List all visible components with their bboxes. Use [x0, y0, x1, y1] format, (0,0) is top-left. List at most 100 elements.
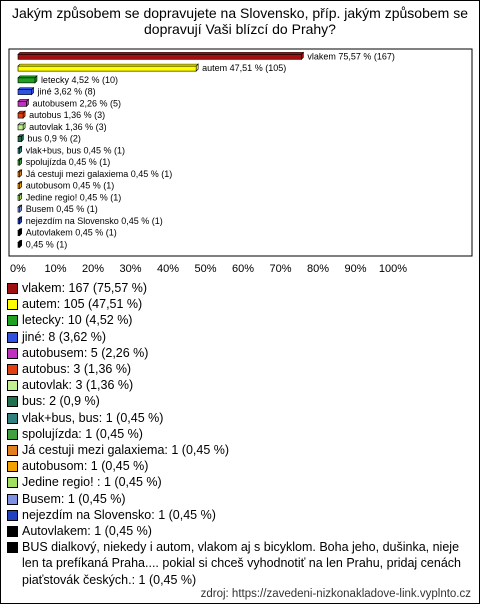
legend-item: letecky: 10 (4,52 %) [7, 312, 473, 328]
legend-label: spolujízda: 1 (0,45 %) [22, 426, 143, 441]
plot-area [8, 48, 473, 257]
bar [17, 204, 23, 213]
legend-item: autem: 105 (47,51 %) [7, 296, 473, 312]
value-label: autobusem 2,26 % (5) [32, 98, 121, 108]
legend-item: bus: 2 (0,9 %) [7, 393, 473, 409]
bar [17, 75, 38, 84]
value-label: autovlak 1,36 % (3) [29, 122, 107, 132]
legend-item: vlak+bus, bus: 1 (0,45 %) [7, 410, 473, 426]
legend-swatch [7, 477, 18, 489]
legend: vlakem: 167 (75,57 %) autem: 105 (47,51 %… [7, 280, 473, 588]
bar [17, 86, 35, 96]
bar [17, 239, 23, 249]
x-tick-label: 80% [307, 263, 329, 275]
x-tick-label: 70% [269, 263, 291, 275]
value-label: 0,45 % (1) [26, 239, 68, 249]
x-tick-label: 0% [10, 263, 26, 275]
legend-swatch [7, 396, 18, 408]
legend-label: autobusom: 1 (0,45 %) [22, 459, 149, 474]
legend-swatch [7, 380, 18, 392]
x-tick-label: 90% [344, 263, 366, 275]
legend-label: vlakem: 167 (75,57 %) [22, 281, 148, 295]
legend-label: Busem: 1 (0,45 %) [22, 491, 126, 506]
bar [17, 98, 30, 108]
bar [17, 169, 23, 178]
legend-label: bus: 2 (0,9 %) [22, 394, 100, 409]
legend-label: letecky: 10 (4,52 %) [22, 313, 133, 328]
value-label: Já cestuji mezi galaxiema 0,45 % (1) [26, 169, 173, 179]
bar [17, 157, 23, 166]
legend-label: BUS dialkový, niekedy i autom, vlakom aj… [22, 540, 461, 587]
bar [17, 110, 26, 119]
bar [17, 122, 26, 131]
legend-swatch [7, 347, 18, 359]
bar [17, 63, 199, 72]
value-label: autem 47,51 % (105) [202, 63, 286, 73]
legend-swatch [7, 493, 18, 505]
legend-swatch [7, 526, 18, 538]
legend-item: Busem: 1 (0,45 %) [7, 491, 473, 507]
legend-label: autovlak: 3 (1,36 %) [22, 378, 134, 393]
legend-item: autovlak: 3 (1,36 %) [7, 377, 473, 393]
legend-item: autobusom: 1 (0,45 %) [7, 458, 473, 474]
legend-label: vlak+bus, bus: 1 (0,45 %) [22, 410, 164, 425]
legend-swatch [7, 428, 18, 440]
legend-item: BUS dialkový, niekedy i autom, vlakom aj… [7, 539, 473, 588]
value-label: Jedine regio! 0,45 % (1) [26, 192, 122, 202]
x-tick-label: 20% [82, 263, 104, 275]
legend-swatch [7, 412, 18, 424]
legend-item: jiné: 8 (3,62 %) [7, 329, 473, 345]
value-label: nejezdím na Slovensko 0,45 % (1) [26, 216, 163, 226]
legend-label: Já cestuji mezi galaxiema: 1 (0,45 %) [22, 443, 230, 458]
value-label: autobusom 0,45 % (1) [26, 181, 115, 191]
x-tick-label: 50% [194, 263, 216, 275]
x-tick-label: 60% [232, 263, 254, 275]
value-label: Autovlakem 0,45 % (1) [26, 228, 117, 238]
legend-label: autobusem: 5 (2,26 %) [22, 345, 149, 360]
legend-label: nejezdím na Slovensko: 1 (0,45 %) [22, 507, 216, 522]
legend-item: vlakem: 167 (75,57 %) [7, 280, 473, 296]
bar [17, 51, 305, 61]
x-tick-label: 40% [157, 263, 179, 275]
value-label: bus 0,9 % (2) [27, 134, 81, 144]
legend-label: autobus: 3 (1,36 %) [22, 362, 132, 377]
value-label: letecky 4,52 % (10) [41, 75, 118, 85]
x-tick-label: 100% [379, 263, 407, 275]
legend-swatch [7, 364, 18, 376]
bar [17, 192, 23, 202]
value-label: spolujízda 0,45 % (1) [26, 157, 111, 167]
legend-swatch [7, 331, 18, 343]
value-label: autobus 1,36 % (3) [29, 110, 105, 120]
chart-title: Jakým způsobem se dopravujete na Slovens… [11, 5, 468, 37]
legend-item: Já cestuji mezi galaxiema: 1 (0,45 %) [7, 442, 473, 458]
bar [17, 145, 23, 155]
value-label: vlakem 75,57 % (167) [307, 51, 395, 61]
legend-swatch [7, 299, 18, 311]
legend-item: Jedine regio! : 1 (0,45 %) [7, 474, 473, 490]
legend-item: Autovlakem: 1 (0,45 %) [7, 523, 473, 539]
source: zdroj: https://zavedeni-nizkonakladove-l… [200, 588, 471, 600]
bar [17, 227, 23, 237]
x-tick-label: 10% [44, 263, 66, 275]
legend-item: spolujízda: 1 (0,45 %) [7, 426, 473, 442]
legend-item: nejezdím na Slovensko: 1 (0,45 %) [7, 507, 473, 523]
legend-swatch [7, 283, 18, 294]
legend-label: autem: 105 (47,51 %) [22, 297, 143, 312]
legend-item: autobus: 3 (1,36 %) [7, 361, 473, 377]
bar [17, 216, 23, 225]
legend-label: Jedine regio! : 1 (0,45 %) [22, 475, 162, 490]
legend-label: jiné: 8 (3,62 %) [22, 329, 107, 344]
value-label: vlak+bus, bus 0,45 % (1) [26, 145, 125, 155]
bar [17, 180, 23, 190]
legend-swatch [7, 315, 18, 327]
legend-swatch [7, 461, 18, 473]
legend-swatch [7, 542, 18, 554]
legend-label: Autovlakem: 1 (0,45 %) [22, 524, 152, 539]
legend-item: autobusem: 5 (2,26 %) [7, 345, 473, 361]
legend-swatch [7, 445, 18, 457]
chart: 0% 10% 20% 30% 40% 50% 60% 70% 80% 90% 100% vlakem … [8, 48, 473, 275]
legend-swatch [7, 509, 18, 521]
value-label: Busem 0,45 % (1) [26, 204, 98, 214]
value-label: jiné 3,62 % (8) [37, 87, 96, 97]
